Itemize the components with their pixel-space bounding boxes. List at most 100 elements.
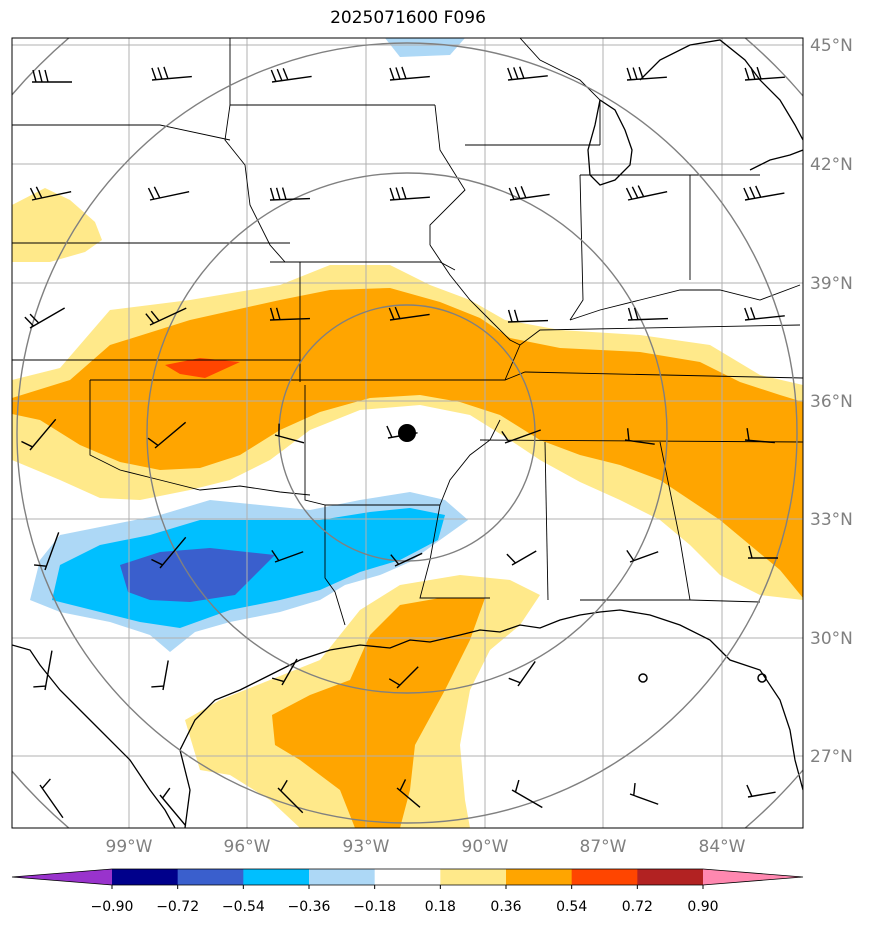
wind-barb-shaft: [269, 197, 311, 201]
wind-barb-feather: [401, 66, 407, 79]
wind-barb: [29, 186, 72, 201]
calm-circle-1: [638, 673, 648, 683]
wind-barb: [629, 782, 659, 805]
lat-labels: 45°N 42°N 39°N 36°N 33°N 30°N 27°N: [810, 36, 853, 767]
lon-label-84: 84°W: [699, 837, 746, 857]
wind-barb-shaft: [511, 550, 537, 566]
wind-barb: [508, 661, 536, 687]
wind-barb: [388, 666, 419, 689]
wind-barb-feather: [276, 68, 283, 81]
wind-barb-shaft: [744, 439, 775, 444]
lon-labels: 99°W 96°W 93°W 90°W 87°W 84°W: [106, 837, 746, 857]
colorbar-segment: [440, 869, 507, 885]
border-ky: [569, 284, 801, 321]
wind-barb-feather: [743, 187, 750, 200]
border-wi-mi: [519, 38, 601, 145]
wind-barb: [396, 779, 421, 808]
lat-label-39: 39°N: [810, 274, 853, 294]
wind-barb-shaft: [274, 551, 304, 563]
border-al-ga: [659, 441, 691, 601]
wind-barb-feather: [513, 309, 519, 322]
wind-barb-feather: [507, 67, 513, 80]
lat-label-36: 36°N: [810, 392, 853, 412]
lon-label-90: 90°W: [462, 837, 509, 857]
lat-label-42: 42°N: [810, 155, 853, 175]
wind-barb-feather: [626, 428, 630, 441]
wind-barb-feather: [514, 779, 520, 793]
wind-barb-feather: [746, 428, 750, 441]
wind-barb-feather: [507, 309, 513, 323]
wind-barb: [147, 186, 190, 201]
wind-barb-shaft: [624, 439, 655, 445]
border-tn-north: [504, 324, 801, 381]
wind-barb: [743, 185, 785, 201]
colorbar-tick-label: −0.18: [353, 899, 396, 915]
wind-barb-shaft: [31, 190, 72, 201]
wind-barb-feather: [157, 67, 163, 80]
colorbar-tick-label: −0.90: [91, 899, 134, 915]
wind-barb: [24, 307, 65, 329]
wind-barb-shaft: [151, 75, 192, 81]
border-ar-tx: [304, 385, 346, 626]
wind-barb: [746, 784, 776, 798]
colorbar-segment: [243, 869, 310, 885]
colorbar-ticks: −0.90 −0.72 −0.54 −0.36 −0.18 0.18 0.36 0.54 0.7…: [91, 899, 719, 915]
wind-barb-feather: [637, 185, 645, 197]
wind-barb-feather: [281, 187, 287, 200]
map-frame: [11, 37, 804, 829]
wind-barb: [21, 418, 57, 451]
wind-barb: [151, 66, 192, 81]
wind-barb-feather: [626, 549, 635, 562]
wind-barb-feather: [631, 186, 639, 199]
wind-barb-feather: [506, 553, 516, 564]
wind-barb-shaft: [149, 307, 187, 326]
wind-barb-feather: [271, 549, 280, 562]
wind-barb-feather: [147, 437, 159, 446]
wind-barb-feather: [150, 310, 160, 322]
wind-barb-shaft: [29, 418, 57, 451]
lat-label-30: 30°N: [810, 629, 853, 649]
wind-barb: [627, 307, 669, 321]
wind-barb: [506, 550, 537, 566]
wind-barb-feather: [401, 186, 407, 200]
wind-barb-feather: [147, 187, 155, 200]
wind-barb-feather: [744, 67, 750, 80]
wind-barb-shaft: [626, 76, 667, 81]
colorbar-tick-label: 0.36: [490, 899, 521, 915]
wind-barb-shaft: [281, 658, 298, 686]
lon-label-87: 87°W: [580, 837, 627, 857]
wind-barb: [744, 428, 775, 444]
wind-barb-shaft: [149, 190, 190, 201]
wind-barb-shaft: [629, 793, 659, 805]
wind-barb-shaft: [44, 650, 53, 691]
wind-barb-feather: [746, 784, 753, 797]
wind-barb-feather: [388, 307, 395, 320]
wind-barb-shaft: [744, 76, 785, 81]
coast-lake-erie: [749, 149, 803, 171]
colorbar: [11, 868, 804, 889]
range-ring-2: [146, 172, 668, 694]
colorbar-segment: [571, 869, 638, 885]
wind-barb-shaft: [394, 552, 423, 567]
border-ia-west: [224, 38, 286, 263]
coast-gulf: [179, 609, 803, 828]
border-il-in: [569, 174, 584, 321]
wind-barb: [151, 660, 169, 691]
wind-barb-feather: [750, 67, 756, 80]
wind-barb-feather: [24, 316, 34, 327]
wind-barb-feather: [275, 307, 281, 320]
border-ok-ar-north: [90, 371, 803, 381]
wind-barb-feather: [748, 545, 753, 559]
wind-barb-feather: [41, 778, 51, 789]
wind-barb: [508, 186, 550, 201]
coast-lake-michigan: [587, 99, 633, 186]
coast-mexico: [12, 644, 176, 828]
wind-barb: [501, 429, 541, 444]
wind-barb-feather: [282, 68, 289, 81]
wind-barb-shaft: [159, 536, 187, 569]
wind-barb-feather: [33, 564, 47, 567]
wind-barb-feather: [626, 67, 632, 80]
wind-barb: [33, 650, 53, 691]
colorbar-segment: [309, 869, 376, 885]
wind-barb: [274, 423, 305, 444]
